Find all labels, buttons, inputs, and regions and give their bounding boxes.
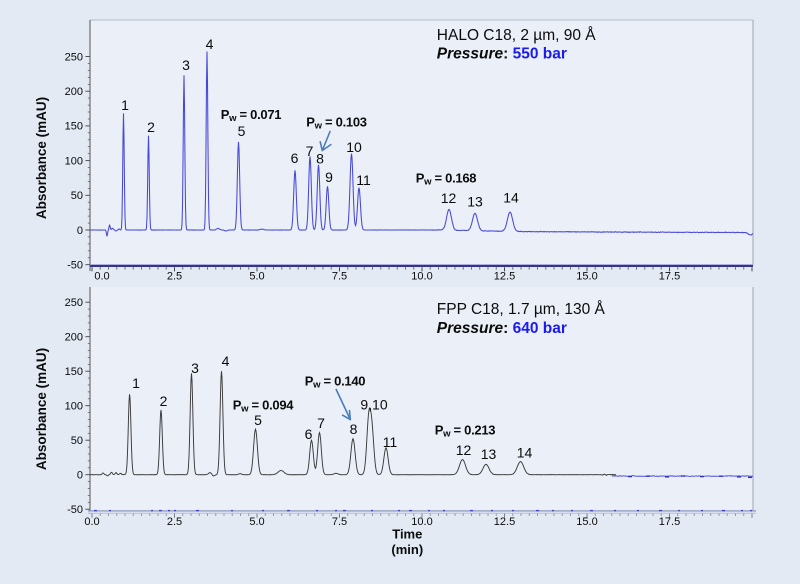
svg-text:5: 5 — [254, 412, 262, 428]
svg-text:17.5: 17.5 — [659, 516, 680, 528]
svg-text:13: 13 — [467, 194, 483, 210]
svg-text:50: 50 — [71, 190, 83, 202]
svg-text:3: 3 — [182, 57, 190, 73]
svg-text:14: 14 — [503, 190, 519, 206]
svg-text:150: 150 — [65, 366, 83, 378]
svg-text:Pw = 0.213: Pw = 0.213 — [435, 423, 495, 440]
svg-text:0.0: 0.0 — [84, 516, 99, 528]
svg-text:Pw = 0.140: Pw = 0.140 — [305, 374, 365, 391]
svg-text:100: 100 — [65, 401, 83, 413]
svg-text:Absorbance (mAU): Absorbance (mAU) — [34, 348, 49, 470]
svg-text:Time: Time — [392, 527, 422, 542]
svg-text:Pw = 0.168: Pw = 0.168 — [416, 171, 476, 188]
svg-text:HALO C18, 2 µm, 90 Å: HALO C18, 2 µm, 90 Å — [437, 27, 596, 44]
svg-text:5.0: 5.0 — [249, 271, 264, 283]
svg-text:10.0: 10.0 — [411, 516, 432, 528]
svg-text:250: 250 — [65, 51, 83, 63]
svg-text:Pressure: 550 bar: Pressure: 550 bar — [437, 46, 567, 63]
svg-text:250: 250 — [65, 297, 83, 309]
svg-text:10: 10 — [346, 139, 362, 155]
svg-text:7.5: 7.5 — [332, 271, 347, 283]
svg-text:(min): (min) — [391, 542, 423, 557]
svg-text:11: 11 — [356, 172, 371, 188]
svg-text:2.5: 2.5 — [167, 516, 182, 528]
svg-text:6: 6 — [291, 150, 299, 166]
svg-text:Pressure: 640 bar: Pressure: 640 bar — [437, 320, 567, 337]
svg-text:9: 9 — [325, 169, 333, 185]
svg-text:1: 1 — [132, 375, 140, 391]
svg-text:14: 14 — [517, 445, 533, 461]
svg-text:7.5: 7.5 — [332, 516, 347, 528]
svg-text:-50: -50 — [67, 260, 83, 272]
svg-text:11: 11 — [383, 434, 398, 450]
svg-text:150: 150 — [65, 121, 83, 133]
svg-text:15.0: 15.0 — [576, 516, 597, 528]
svg-text:100: 100 — [65, 155, 83, 167]
svg-text:6: 6 — [305, 426, 313, 442]
svg-text:50: 50 — [71, 435, 83, 447]
svg-text:5: 5 — [238, 123, 246, 139]
svg-text:Pw = 0.071: Pw = 0.071 — [221, 107, 281, 124]
svg-text:2: 2 — [160, 393, 168, 409]
svg-text:Pw = 0.094: Pw = 0.094 — [233, 397, 294, 414]
svg-text:15.0: 15.0 — [576, 271, 597, 283]
svg-text:200: 200 — [65, 86, 83, 98]
svg-text:8: 8 — [316, 151, 324, 167]
svg-text:Absorbance (mAU): Absorbance (mAU) — [34, 97, 49, 219]
svg-text:12: 12 — [456, 442, 472, 458]
svg-text:4: 4 — [206, 36, 214, 52]
svg-text:7: 7 — [317, 415, 325, 431]
svg-text:4: 4 — [222, 353, 230, 369]
svg-text:13: 13 — [481, 446, 497, 462]
svg-text:12.5: 12.5 — [494, 516, 515, 528]
svg-text:-50: -50 — [67, 504, 83, 516]
svg-text:12.5: 12.5 — [494, 271, 515, 283]
svg-text:Pw = 0.103: Pw = 0.103 — [306, 114, 366, 131]
svg-text:FPP C18, 1.7 µm, 130 Å: FPP C18, 1.7 µm, 130 Å — [437, 301, 606, 318]
svg-text:8: 8 — [350, 421, 358, 437]
svg-text:2.5: 2.5 — [167, 271, 182, 283]
svg-text:200: 200 — [65, 332, 83, 344]
svg-text:12: 12 — [441, 190, 457, 206]
svg-text:3: 3 — [191, 360, 199, 376]
svg-text:7: 7 — [306, 143, 314, 159]
svg-text:1: 1 — [121, 97, 129, 113]
svg-text:5.0: 5.0 — [249, 516, 264, 528]
svg-text:9,10: 9,10 — [360, 397, 387, 413]
svg-text:0: 0 — [77, 470, 83, 482]
svg-text:0: 0 — [77, 225, 83, 237]
svg-text:10.0: 10.0 — [411, 271, 432, 283]
svg-text:2: 2 — [147, 119, 155, 135]
svg-text:17.5: 17.5 — [659, 271, 680, 283]
svg-text:0.0: 0.0 — [94, 271, 109, 283]
